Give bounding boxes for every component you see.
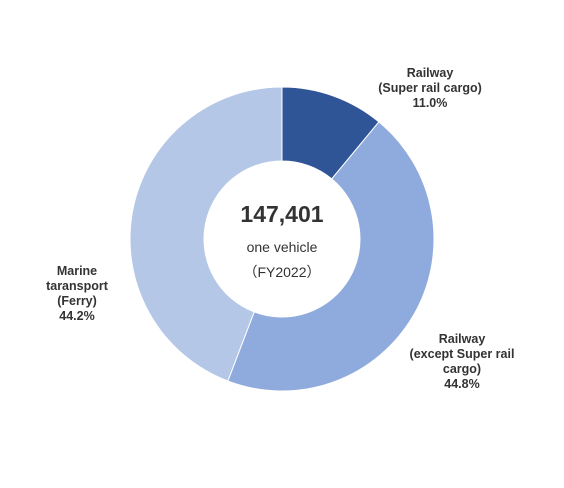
center-total: 147,401 bbox=[240, 201, 323, 227]
donut-slices bbox=[129, 86, 435, 392]
donut-hole bbox=[204, 161, 360, 317]
center-unit: one vehicle bbox=[247, 239, 318, 255]
donut-slice-2 bbox=[227, 121, 435, 392]
slice-label-line: (Super rail cargo) bbox=[378, 81, 482, 95]
slice-label-line: (Ferry) bbox=[57, 294, 97, 308]
slice-value-label: 44.8% bbox=[444, 377, 479, 391]
slice-label-1: Railway (Super rail cargo) 11.0% bbox=[378, 66, 482, 110]
slice-value-label: 44.2% bbox=[59, 309, 94, 323]
slice-label-line: Railway bbox=[439, 332, 486, 346]
slice-label-line: Railway bbox=[407, 66, 454, 80]
slice-label-line: Marine bbox=[57, 264, 97, 278]
slice-label-line: (except Super rail bbox=[410, 347, 515, 361]
donut-slice-3 bbox=[129, 86, 283, 382]
slice-label-line: taransport bbox=[46, 279, 109, 293]
center-summary: 147,401 one vehicle （FY2022） bbox=[240, 201, 323, 280]
center-period: （FY2022） bbox=[243, 264, 320, 280]
slice-value-label: 11.0% bbox=[413, 96, 448, 110]
slice-label-3: Marine taransport (Ferry) 44.2% bbox=[46, 264, 109, 323]
slice-labels: Railway (Super rail cargo) 11.0%Railway (ex… bbox=[46, 66, 514, 391]
slice-label-2: Railway (except Super rail cargo) 44.8% bbox=[410, 332, 515, 391]
slice-label-line: cargo) bbox=[443, 362, 481, 376]
